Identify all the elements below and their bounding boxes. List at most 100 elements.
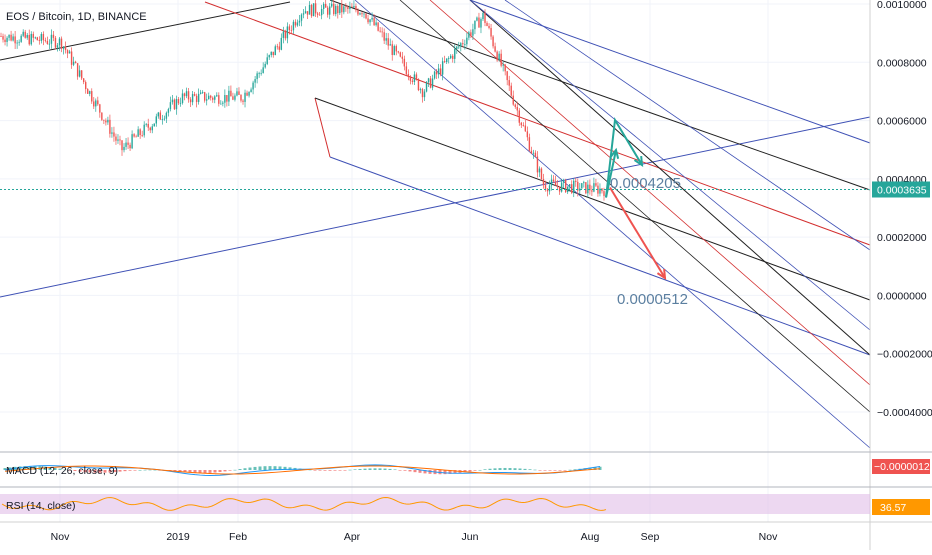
candle-body xyxy=(28,35,30,45)
candle-body xyxy=(349,6,351,10)
trend-line-early[interactable] xyxy=(0,1,291,61)
candle-body xyxy=(548,185,551,192)
macd-histogram-bar xyxy=(568,469,572,471)
macd-histogram-bar xyxy=(573,469,577,470)
candle-body xyxy=(286,26,289,39)
rsi-band xyxy=(0,494,870,514)
price-tick-label: 0.0010000 xyxy=(877,0,927,11)
candle-body xyxy=(478,17,480,28)
candle-body xyxy=(429,78,432,88)
fan-line-4[interactable] xyxy=(399,0,871,413)
candle-body xyxy=(123,146,125,151)
candle-body xyxy=(298,20,301,23)
candle-body xyxy=(234,95,236,100)
macd-histogram-bar xyxy=(488,468,492,470)
candle-body xyxy=(395,46,397,52)
time-axis[interactable]: Nov 2019 Feb Apr Jun Aug Sep Nov xyxy=(51,531,778,543)
candle-body xyxy=(169,102,172,110)
macd-histogram-bar xyxy=(113,470,117,473)
pitchfork-red-handle[interactable] xyxy=(314,97,331,158)
candle-body xyxy=(244,92,246,102)
candle-body xyxy=(18,41,20,43)
candle-body xyxy=(143,124,145,136)
pitchfork-black-lower[interactable] xyxy=(314,97,871,301)
price-axis[interactable]: 0.00100000.00080000.00060000.00040000.00… xyxy=(877,0,932,419)
target-down-label[interactable]: 0.0000512 xyxy=(617,291,688,308)
candle-body xyxy=(44,40,47,42)
candle-body xyxy=(52,34,55,38)
pitchfork-red-median[interactable] xyxy=(204,1,871,246)
candle-body xyxy=(216,95,218,97)
candle-body xyxy=(42,33,45,41)
candle-body xyxy=(30,33,32,45)
fan-line-6[interactable] xyxy=(504,0,871,251)
candle-body xyxy=(68,51,71,54)
candle-body xyxy=(353,6,355,8)
candle-body xyxy=(97,100,99,105)
candle-body xyxy=(498,53,500,61)
macd-histogram-bar xyxy=(198,470,202,474)
candle-body xyxy=(482,12,484,20)
candle-body xyxy=(56,45,59,48)
pitchfork-blue-lower[interactable] xyxy=(329,156,871,356)
fan-line-3[interactable] xyxy=(354,0,871,449)
macd-histogram-bar xyxy=(328,470,332,471)
macd-value-label: −0.0000012 xyxy=(874,461,930,473)
macd-histogram-bar xyxy=(258,466,262,470)
candle-body xyxy=(74,61,77,64)
candle-body xyxy=(187,91,190,100)
candle-body xyxy=(6,37,8,42)
candle-body xyxy=(171,99,174,103)
candle-body xyxy=(460,43,462,47)
trend-line-rising[interactable] xyxy=(0,116,871,298)
candle-body xyxy=(145,123,147,125)
macd-indicator xyxy=(3,464,602,476)
macd-histogram-bar xyxy=(68,470,72,471)
pitchfork-drawings[interactable] xyxy=(0,0,871,449)
candle-body xyxy=(268,55,270,58)
projection-arrow-up-small[interactable] xyxy=(605,149,617,198)
projection-arrow-down[interactable] xyxy=(609,186,666,279)
projection-arrow-up[interactable] xyxy=(605,116,643,198)
price-tick-label: −0.0004000 xyxy=(877,407,932,419)
macd-histogram-bar xyxy=(18,466,22,470)
candle-body xyxy=(175,99,178,110)
candle-body xyxy=(203,92,206,101)
price-tick-label: −0.0002000 xyxy=(877,349,932,361)
candle-body xyxy=(595,183,597,186)
macd-histogram-bar xyxy=(453,470,457,474)
macd-value-badge xyxy=(872,459,930,474)
macd-histogram-bar xyxy=(473,470,477,471)
candle-body xyxy=(24,31,26,38)
fan-line-1[interactable] xyxy=(469,0,871,356)
target-up-label[interactable]: 0.0004205 xyxy=(610,175,681,192)
macd-histogram-bar xyxy=(83,470,87,473)
macd-histogram-bar xyxy=(248,467,252,470)
candle-body xyxy=(101,112,103,120)
candle-body xyxy=(393,46,395,55)
candle-body xyxy=(10,34,12,41)
candle-body xyxy=(230,90,232,97)
candle-body xyxy=(589,184,591,191)
macd-histogram-bar xyxy=(343,470,347,471)
macd-label[interactable]: MACD (12, 26, close, 9) xyxy=(6,465,118,477)
time-tick-label: Apr xyxy=(344,531,361,543)
fan-line-2[interactable] xyxy=(469,0,871,331)
macd-histogram-bar xyxy=(288,467,292,470)
candle-body xyxy=(131,134,133,149)
candlestick-series xyxy=(0,0,605,201)
candle-body xyxy=(318,14,321,16)
macd-histogram-bar xyxy=(548,470,552,471)
candle-body xyxy=(391,44,393,55)
macd-histogram-bar xyxy=(193,470,197,473)
rsi-label[interactable]: RSI (14, close) xyxy=(6,500,75,512)
projection-arrows[interactable] xyxy=(605,116,667,280)
candle-body xyxy=(228,90,230,102)
pitchfork-black-upper[interactable] xyxy=(329,0,871,191)
price-tick-label: 0.0006000 xyxy=(877,116,927,128)
pitchfork-blue-upper[interactable] xyxy=(469,0,871,144)
macd-histogram-bar xyxy=(3,468,7,470)
candle-body xyxy=(280,37,283,50)
